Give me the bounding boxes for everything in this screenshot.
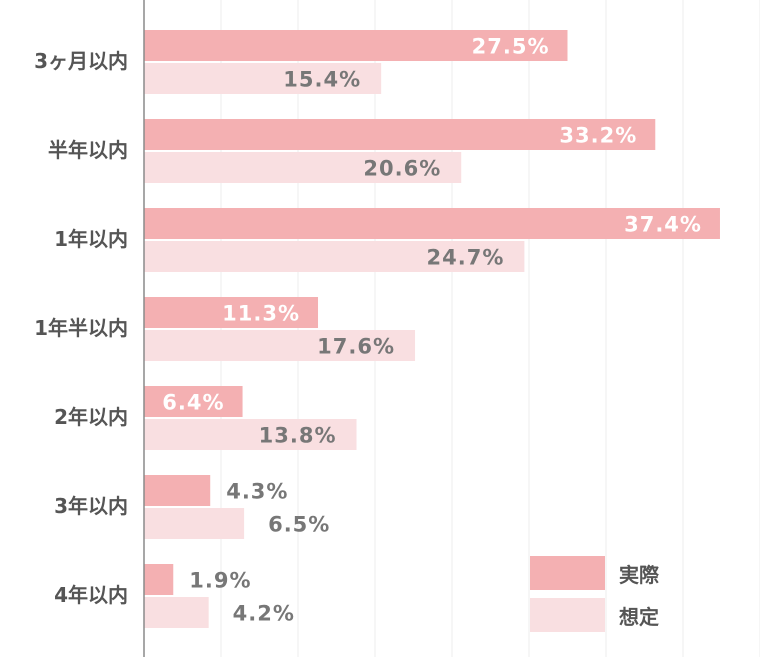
data-label-actual: 37.4% — [624, 213, 702, 237]
data-label-actual: 11.3% — [222, 302, 300, 326]
grid-lines — [220, 0, 760, 657]
category-label: 1年以内 — [54, 227, 128, 251]
data-label-expected: 6.5% — [268, 513, 330, 537]
bar-expected — [144, 508, 245, 539]
bar-actual — [144, 208, 720, 239]
bar-actual — [144, 475, 211, 506]
bar-actual — [144, 386, 243, 417]
data-label-actual: 33.2% — [559, 124, 637, 148]
bar-actual — [144, 564, 174, 595]
bar-actual — [144, 297, 319, 328]
legend-swatch-expected — [530, 598, 605, 632]
bar-expected — [144, 152, 462, 183]
category-label: 4年以内 — [54, 583, 128, 607]
data-label-actual: 4.3% — [226, 480, 288, 504]
category-label: 3年以内 — [54, 494, 128, 518]
bar-expected — [144, 63, 382, 94]
data-label-actual: 1.9% — [189, 569, 251, 593]
data-label-actual: 27.5% — [472, 35, 550, 59]
legend: 実際 想定 — [530, 556, 660, 632]
data-label-expected: 4.2% — [233, 602, 295, 626]
labels: 3ヶ月以内 27.5% 15.4% 半年以内 33.2% 20.6% 1年以内 37.4% 24… — [34, 35, 702, 626]
data-label-expected: 20.6% — [363, 157, 441, 181]
bar-expected — [144, 419, 357, 450]
data-label-expected: 17.6% — [317, 335, 395, 359]
data-label-expected: 24.7% — [427, 246, 505, 270]
bars — [144, 30, 720, 628]
category-label: 2年以内 — [54, 405, 128, 429]
category-label: 1年半以内 — [34, 316, 128, 340]
category-label: 3ヶ月以内 — [34, 49, 128, 73]
legend-label-actual: 実際 — [619, 563, 660, 587]
legend-label-expected: 想定 — [619, 605, 659, 629]
data-label-expected: 15.4% — [283, 68, 361, 92]
category-label: 半年以内 — [48, 138, 128, 162]
legend-swatch-actual — [530, 556, 605, 590]
bar-actual — [144, 119, 656, 150]
data-label-expected: 13.8% — [259, 424, 337, 448]
bar-expected — [144, 597, 209, 628]
bar-expected — [144, 330, 416, 361]
data-label-actual: 6.4% — [162, 391, 224, 415]
bar-actual — [144, 30, 568, 61]
bar-expected — [144, 241, 525, 272]
